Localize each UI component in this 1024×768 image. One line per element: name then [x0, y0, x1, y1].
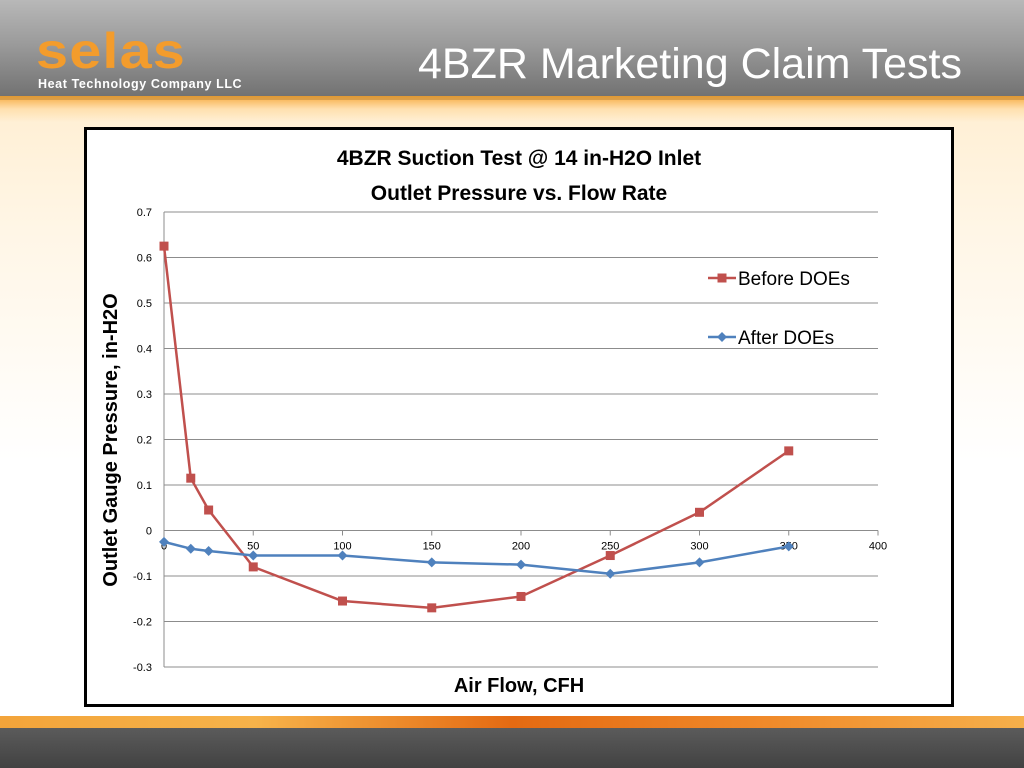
data-point-diamond [337, 550, 348, 561]
y-tick-label: -0.1 [133, 571, 152, 583]
data-point-diamond [248, 550, 259, 561]
logo-text: selas [36, 26, 186, 74]
x-tick-label: 300 [690, 541, 708, 553]
y-tick-label: 0.6 [137, 253, 152, 265]
page-title: 4BZR Marketing Claim Tests [417, 40, 962, 88]
y-tick-label: 0.7 [137, 207, 152, 219]
data-point-square [186, 473, 196, 483]
y-tick-label: 0.2 [137, 435, 152, 447]
x-tick-label: 50 [247, 541, 259, 553]
legend-label: After DOEs [738, 328, 834, 349]
y-tick-label: 0.4 [137, 344, 152, 356]
data-point-diamond [185, 543, 196, 554]
y-tick-label: 0.1 [137, 480, 152, 492]
header-glow [0, 96, 1024, 122]
data-point-square [695, 507, 704, 517]
data-point-diamond [783, 541, 794, 552]
x-axis-label: Air Flow, CFH [454, 675, 584, 697]
x-tick-label: 100 [333, 541, 351, 553]
x-tick-label: 250 [601, 541, 619, 553]
y-tick-label: 0.3 [137, 389, 152, 401]
header-bar [0, 0, 1024, 100]
data-point-square [516, 591, 526, 601]
y-tick-label: -0.3 [133, 662, 152, 674]
legend-marker-diamond [717, 332, 727, 342]
data-point-diamond [605, 568, 616, 579]
chart-subtitle: Outlet Pressure vs. Flow Rate [371, 182, 667, 205]
footer-bar [0, 728, 1024, 768]
series-line [163, 540, 789, 575]
chart-title: 4BZR Suction Test @ 14 in-H2O Inlet [337, 147, 701, 170]
data-point-diamond [426, 557, 437, 568]
data-point-diamond [203, 545, 214, 556]
x-tick-label: 400 [869, 541, 887, 553]
data-point-diamond [159, 536, 169, 547]
data-point-square [338, 596, 347, 606]
data-point-square [427, 603, 437, 613]
selas-logo: selas [36, 26, 186, 74]
data-point-square [248, 562, 258, 572]
y-tick-label: 0 [146, 526, 152, 538]
data-point-square [204, 505, 214, 515]
company-name: Heat Technology Company LLC [38, 77, 243, 91]
legend-marker-square [717, 273, 727, 283]
x-tick-label: 200 [512, 541, 530, 553]
data-point-diamond [694, 557, 705, 568]
y-tick-label: 0.5 [137, 298, 152, 310]
y-axis-label: Outlet Gauge Pressure, in-H2O [100, 293, 122, 586]
data-point-square [605, 551, 615, 561]
chart-frame: 4BZR Suction Test @ 14 in-H2O Inlet Outle… [84, 127, 954, 707]
data-point-square [159, 241, 169, 251]
x-tick-label: 150 [423, 541, 441, 553]
data-point-diamond [516, 559, 526, 570]
y-tick-label: -0.2 [133, 617, 152, 629]
legend-label: Before DOEs [738, 269, 850, 290]
data-point-square [784, 446, 794, 456]
series-line [162, 245, 790, 610]
line-chart: 4BZR Suction Test @ 14 in-H2O Inlet Outle… [100, 147, 887, 697]
footer-accent-strip [0, 716, 1024, 730]
